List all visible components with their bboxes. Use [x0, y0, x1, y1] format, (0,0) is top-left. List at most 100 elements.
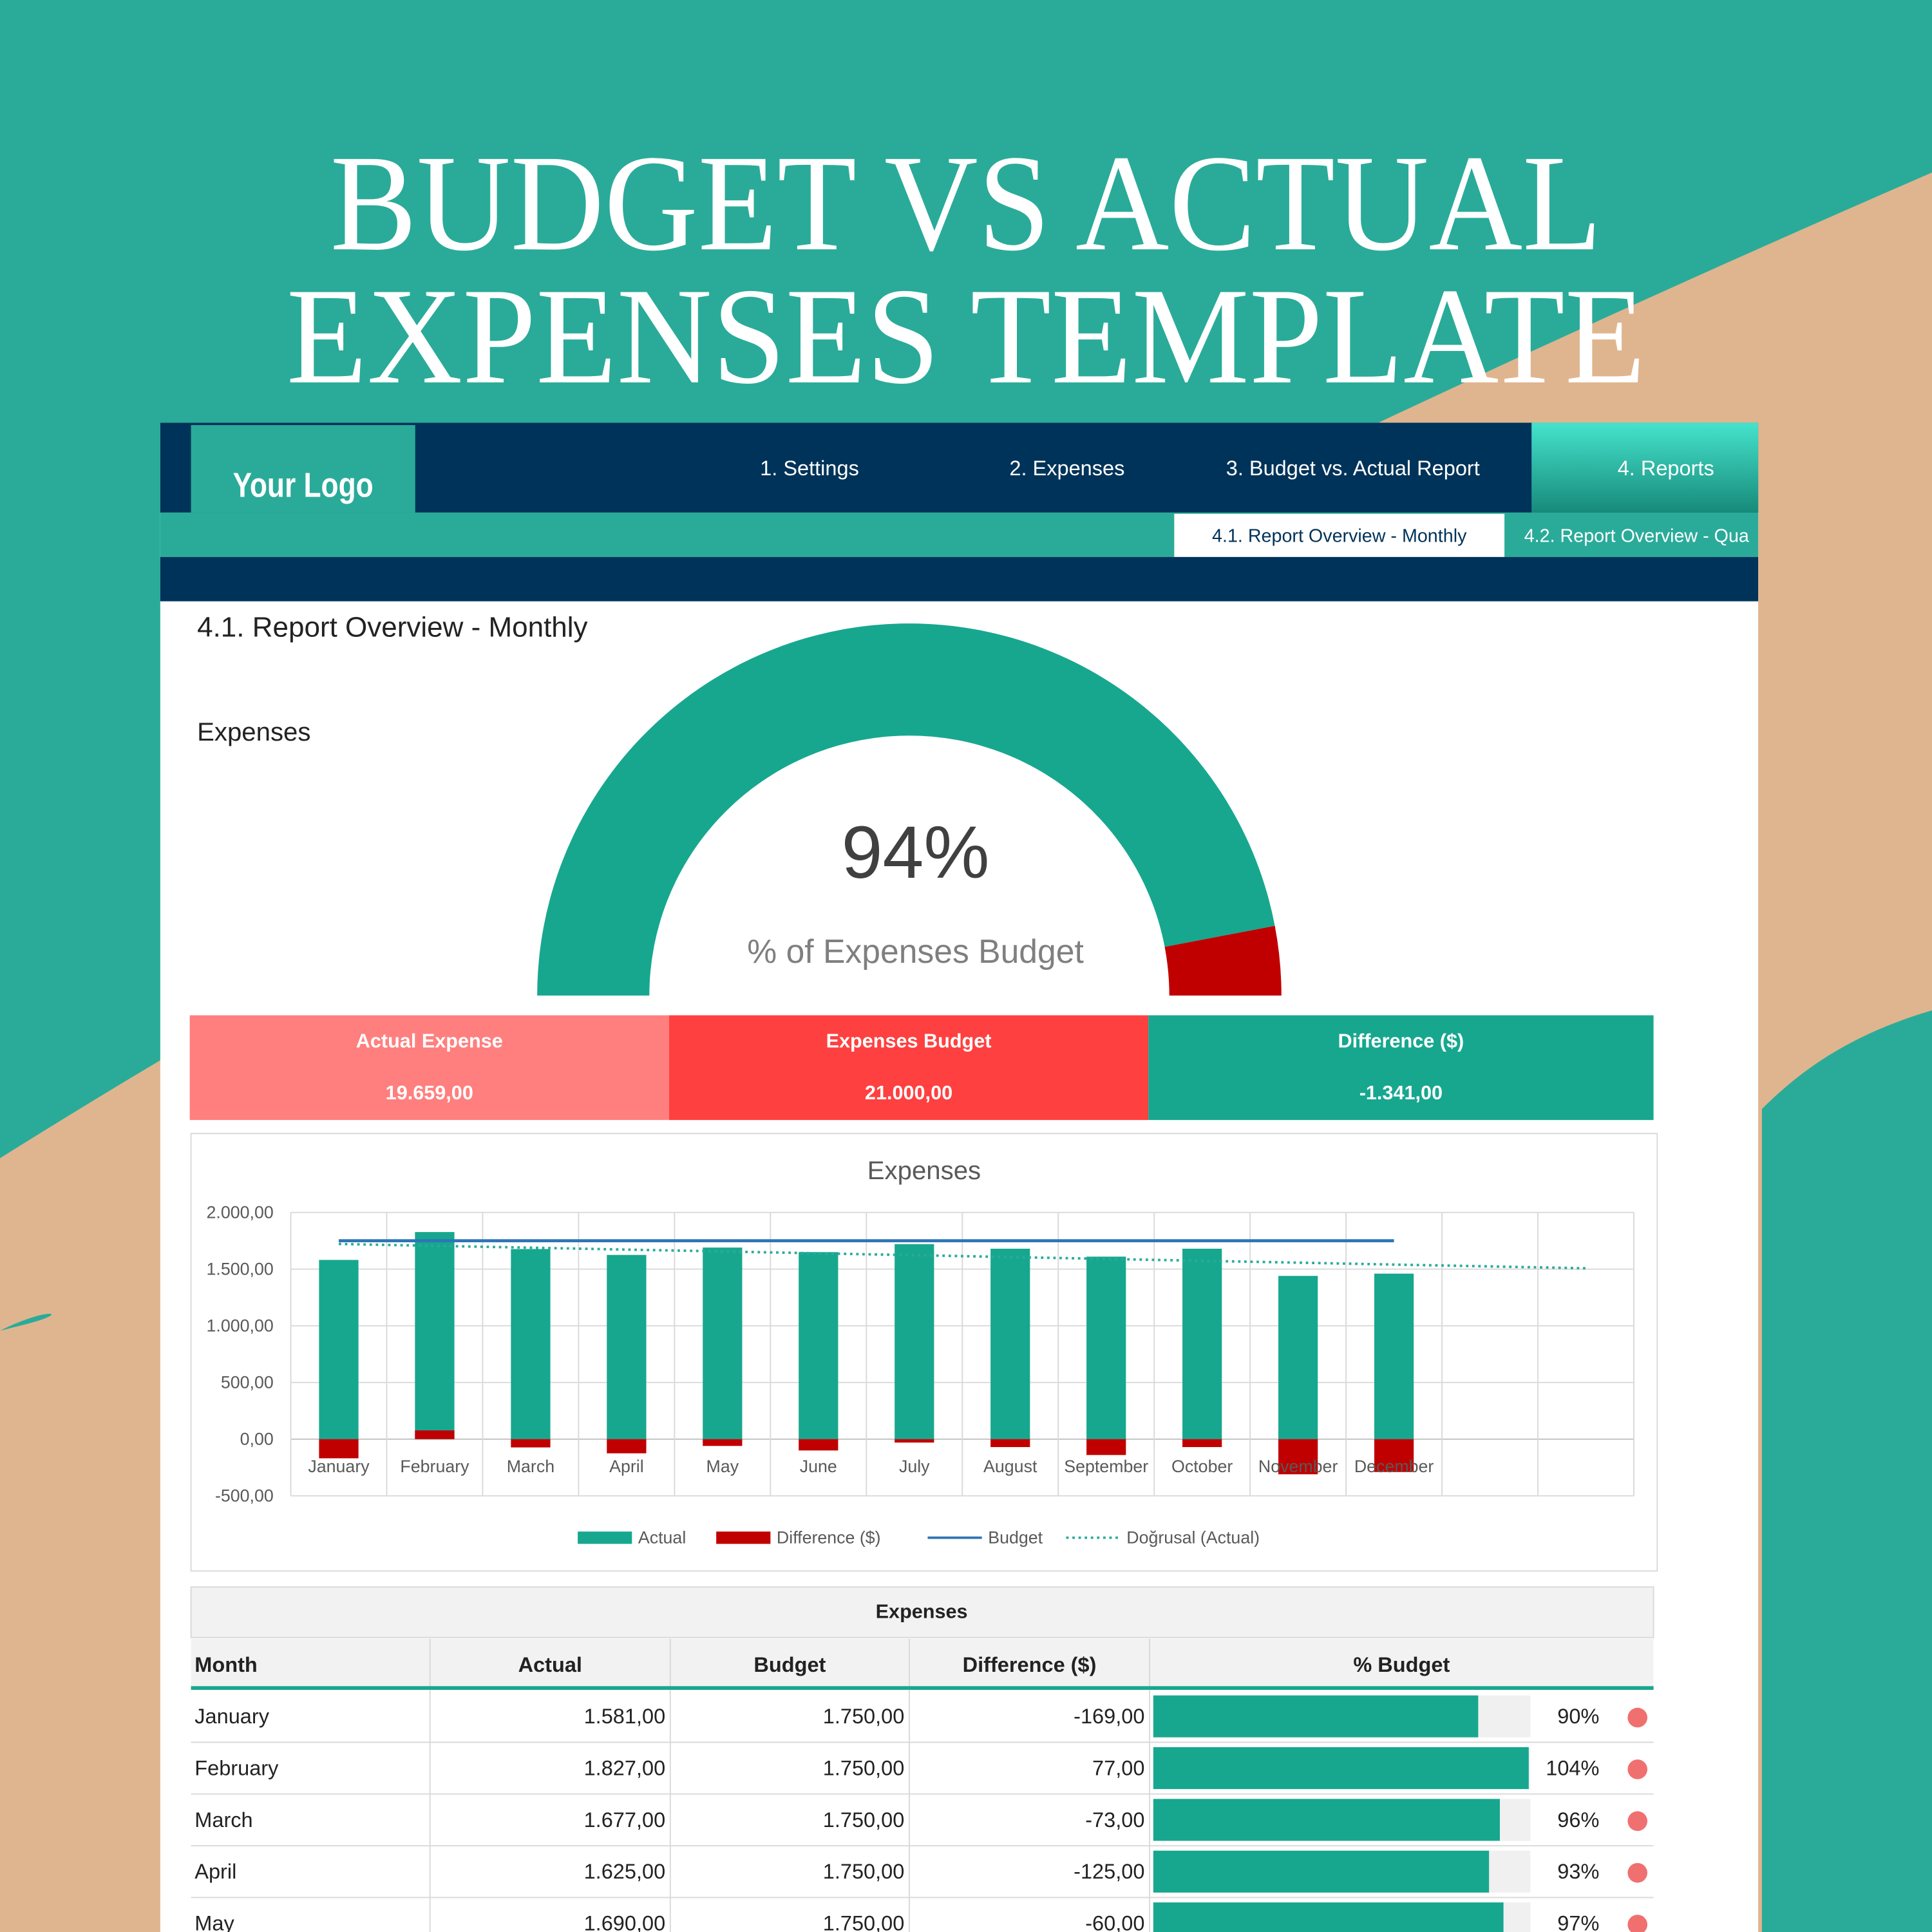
x-tick-label: September — [1064, 1457, 1148, 1476]
x-tick-label: November — [1258, 1457, 1338, 1476]
bar — [1086, 1256, 1126, 1439]
dashboard: Your Logo 4.1. Report Overview - Monthly… — [160, 422, 1759, 1932]
bar — [1278, 1276, 1318, 1439]
pct-label: 90% — [1557, 1705, 1599, 1728]
x-tick-label: July — [899, 1457, 930, 1476]
data-bar — [1153, 1850, 1490, 1893]
table-cell: -73,00 — [1085, 1808, 1144, 1832]
background-stroke — [0, 1314, 52, 1331]
page-heading: 4.1. Report Overview - Monthly — [197, 611, 587, 643]
y-tick-label: 500,00 — [221, 1373, 274, 1392]
table-cell: January — [194, 1705, 269, 1728]
nav-tab[interactable]: 4. Reports — [1618, 457, 1714, 480]
status-dot — [1627, 1811, 1648, 1832]
kpi-card — [189, 1015, 669, 1121]
table-cell: March — [194, 1808, 252, 1832]
gauge-rest-arc — [1164, 925, 1282, 996]
table-cell: 1.750,00 — [823, 1808, 905, 1832]
bar — [1086, 1439, 1126, 1455]
table-title: Expenses — [876, 1601, 968, 1623]
table-cell: 1.581,00 — [584, 1705, 666, 1728]
bar — [895, 1439, 934, 1443]
table-cell: 1.750,00 — [823, 1860, 905, 1883]
nav-band — [160, 556, 1759, 601]
column-header: % Budget — [1353, 1653, 1450, 1676]
chart-title: Expenses — [867, 1156, 981, 1185]
logo: Your Logo — [233, 466, 374, 504]
bar — [1374, 1273, 1414, 1439]
status-dot — [1627, 1759, 1648, 1779]
kpi-value: 21.000,00 — [865, 1082, 952, 1104]
bar — [415, 1430, 455, 1439]
kpi-card — [1148, 1015, 1654, 1121]
bar — [703, 1247, 743, 1439]
bar — [990, 1248, 1030, 1439]
y-tick-label: 1.500,00 — [207, 1260, 274, 1279]
x-tick-label: April — [609, 1457, 644, 1476]
nav-tab[interactable]: 3. Budget vs. Actual Report — [1226, 457, 1480, 480]
bar — [1374, 1439, 1414, 1472]
pct-label: 97% — [1557, 1912, 1599, 1932]
gauge-caption: % of Expenses Budget — [747, 933, 1083, 970]
gauge-value-arc — [537, 623, 1275, 996]
column-header: Month — [194, 1653, 257, 1676]
legend-swatch — [716, 1531, 771, 1544]
status-dot — [1627, 1862, 1648, 1883]
x-tick-label: May — [706, 1457, 739, 1476]
kpi-label: Actual Expense — [356, 1030, 503, 1052]
nav-tab[interactable]: 2. Expenses — [1009, 457, 1124, 480]
pct-label: 104% — [1546, 1757, 1599, 1780]
gauge-value-label: 94% — [842, 811, 990, 894]
bar — [1278, 1439, 1318, 1475]
kpi-label: Expenses Budget — [826, 1030, 992, 1052]
x-tick-label: February — [400, 1457, 469, 1476]
subtab[interactable]: 4.1. Report Overview - Monthly — [1212, 526, 1467, 546]
bar — [319, 1260, 359, 1439]
bar — [511, 1439, 551, 1448]
bar — [415, 1232, 455, 1439]
table-title-row — [190, 1586, 1654, 1638]
y-tick-label: 0,00 — [240, 1430, 274, 1449]
kpi-label: Difference ($) — [1338, 1030, 1464, 1052]
legend-swatch — [578, 1531, 632, 1544]
bar — [607, 1255, 647, 1439]
bar — [799, 1252, 838, 1439]
table-cell: 1.690,00 — [584, 1912, 666, 1932]
banner-title: BUDGET VS ACTUAL — [330, 127, 1602, 279]
table-cell: 1.750,00 — [823, 1912, 905, 1932]
table-cell: 1.827,00 — [584, 1757, 666, 1780]
x-tick-label: October — [1171, 1457, 1233, 1476]
subnav-bar — [160, 512, 1759, 557]
kpi-value: -1.341,00 — [1359, 1082, 1443, 1104]
nav-tab[interactable]: 1. Settings — [760, 457, 859, 480]
pct-label: 93% — [1557, 1860, 1599, 1883]
table-cell: 1.750,00 — [823, 1757, 905, 1780]
table-cell: February — [194, 1757, 279, 1780]
bar — [703, 1439, 743, 1446]
table-cell: -125,00 — [1074, 1860, 1144, 1883]
data-bar — [1153, 1695, 1479, 1738]
data-bar — [1153, 1799, 1500, 1841]
banner-title: EXPENSES TEMPLATE — [287, 260, 1645, 413]
table-header-row — [191, 1638, 1654, 1689]
tab-active — [1531, 422, 1759, 513]
data-bar — [1153, 1902, 1504, 1932]
legend-label: Budget — [988, 1528, 1043, 1548]
kpi-value: 19.659,00 — [386, 1082, 473, 1104]
status-dot — [1627, 1707, 1648, 1728]
legend-label: Actual — [638, 1528, 686, 1548]
x-tick-label: June — [800, 1457, 837, 1476]
table-cell: 1.677,00 — [584, 1808, 666, 1832]
bar — [1182, 1248, 1222, 1439]
bar — [895, 1244, 934, 1439]
table-cell: -169,00 — [1074, 1705, 1144, 1728]
subtab[interactable]: 4.2. Report Overview - Qua — [1524, 526, 1749, 546]
trend-line — [338, 1242, 1586, 1270]
status-dot — [1627, 1915, 1648, 1932]
x-tick-label: August — [983, 1457, 1037, 1476]
logo-box — [191, 425, 415, 513]
x-tick-label: March — [507, 1457, 554, 1476]
table-cell: 1.750,00 — [823, 1705, 905, 1728]
legend-label: Doğrusal (Actual) — [1126, 1528, 1260, 1548]
